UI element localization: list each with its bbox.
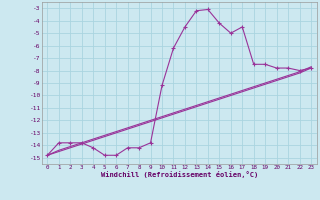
X-axis label: Windchill (Refroidissement éolien,°C): Windchill (Refroidissement éolien,°C) bbox=[100, 171, 258, 178]
